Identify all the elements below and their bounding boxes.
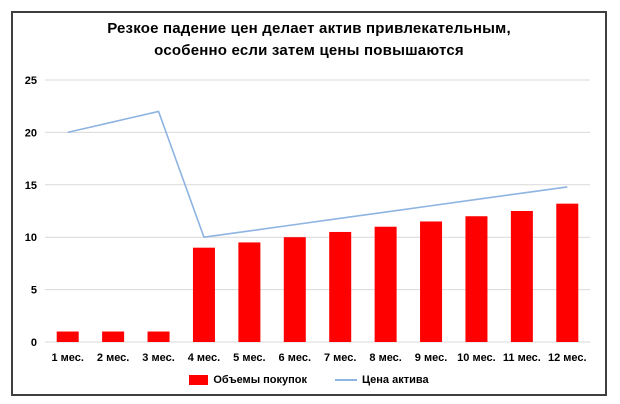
bar xyxy=(510,211,533,342)
x-tick-label: 7 мес. xyxy=(324,352,356,364)
x-tick-label: 2 мес. xyxy=(97,352,129,364)
y-tick-label: 15 xyxy=(25,180,37,192)
bar xyxy=(329,231,352,342)
chart-title-line1: Резкое падение цен делает актив привлека… xyxy=(107,20,511,37)
bar xyxy=(465,216,488,342)
bar xyxy=(238,242,261,342)
bar xyxy=(556,203,579,342)
legend-label-volumes: Объемы покупок xyxy=(213,374,307,386)
bar xyxy=(147,331,170,342)
legend-line-swatch-icon xyxy=(335,379,357,381)
bar xyxy=(102,331,125,342)
legend-item-volumes: Объемы покупок xyxy=(189,374,307,386)
x-tick-label: 11 мес. xyxy=(503,352,541,364)
bar xyxy=(374,226,397,342)
y-tick-label: 0 xyxy=(31,337,37,349)
chart-title-line2: особенно если затем цены повышаются xyxy=(154,42,464,59)
legend-label-price: Цена актива xyxy=(362,374,429,386)
x-tick-label: 6 мес. xyxy=(279,352,311,364)
bar xyxy=(420,221,443,342)
x-tick-label: 8 мес. xyxy=(369,352,401,364)
bar xyxy=(192,247,215,342)
y-tick-label: 10 xyxy=(25,232,37,244)
bar xyxy=(283,237,306,342)
legend: Объемы покупок Цена актива xyxy=(11,370,607,390)
y-tick-label: 25 xyxy=(25,75,37,87)
y-tick-label: 20 xyxy=(25,127,37,139)
x-tick-label: 1 мес. xyxy=(51,352,83,364)
x-tick-label: 5 мес. xyxy=(233,352,265,364)
y-tick-label: 5 xyxy=(31,285,37,297)
x-tick-label: 3 мес. xyxy=(142,352,174,364)
x-tick-label: 9 мес. xyxy=(415,352,447,364)
bar xyxy=(56,331,79,342)
x-tick-label: 4 мес. xyxy=(188,352,220,364)
chart-title: Резкое падение цен делает актив привлека… xyxy=(11,18,607,62)
x-tick-label: 10 мес. xyxy=(457,352,496,364)
legend-bar-swatch-icon xyxy=(189,375,209,385)
legend-item-price: Цена актива xyxy=(335,374,429,386)
price-line xyxy=(67,110,568,238)
x-tick-label: 12 мес. xyxy=(548,352,587,364)
